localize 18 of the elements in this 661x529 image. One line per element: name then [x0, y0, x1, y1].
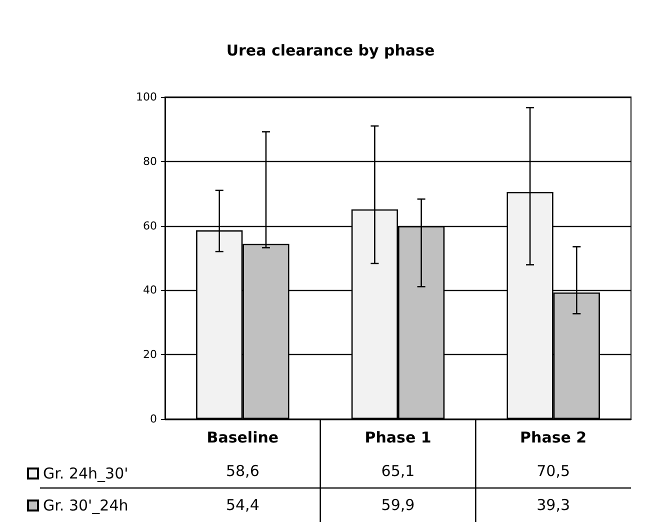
y-tick-label: 60 — [143, 219, 157, 232]
data-label: 59,9 — [381, 496, 415, 514]
legend-label: Gr. 24h_30' — [43, 464, 128, 482]
y-tick-label: 40 — [143, 284, 157, 297]
y-tick-label: 100 — [136, 90, 157, 104]
chart-title: Urea clearance by phase — [226, 42, 435, 60]
legend-label: Gr. 30'_24h — [43, 496, 128, 514]
data-label: 54,4 — [226, 496, 260, 514]
x-tick-label: Phase 1 — [364, 428, 432, 446]
x-tick-label: Phase 2 — [520, 428, 587, 446]
data-label: 70,5 — [536, 462, 570, 480]
y-tick-label: 0 — [150, 412, 157, 426]
y-tick-label: 20 — [143, 348, 157, 362]
data-label: 58,6 — [226, 462, 260, 480]
x-tick-label: Baseline — [206, 428, 279, 446]
data-label: 39,3 — [536, 496, 570, 514]
y-tick-label: 80 — [143, 154, 157, 168]
data-label: 65,1 — [381, 462, 415, 480]
